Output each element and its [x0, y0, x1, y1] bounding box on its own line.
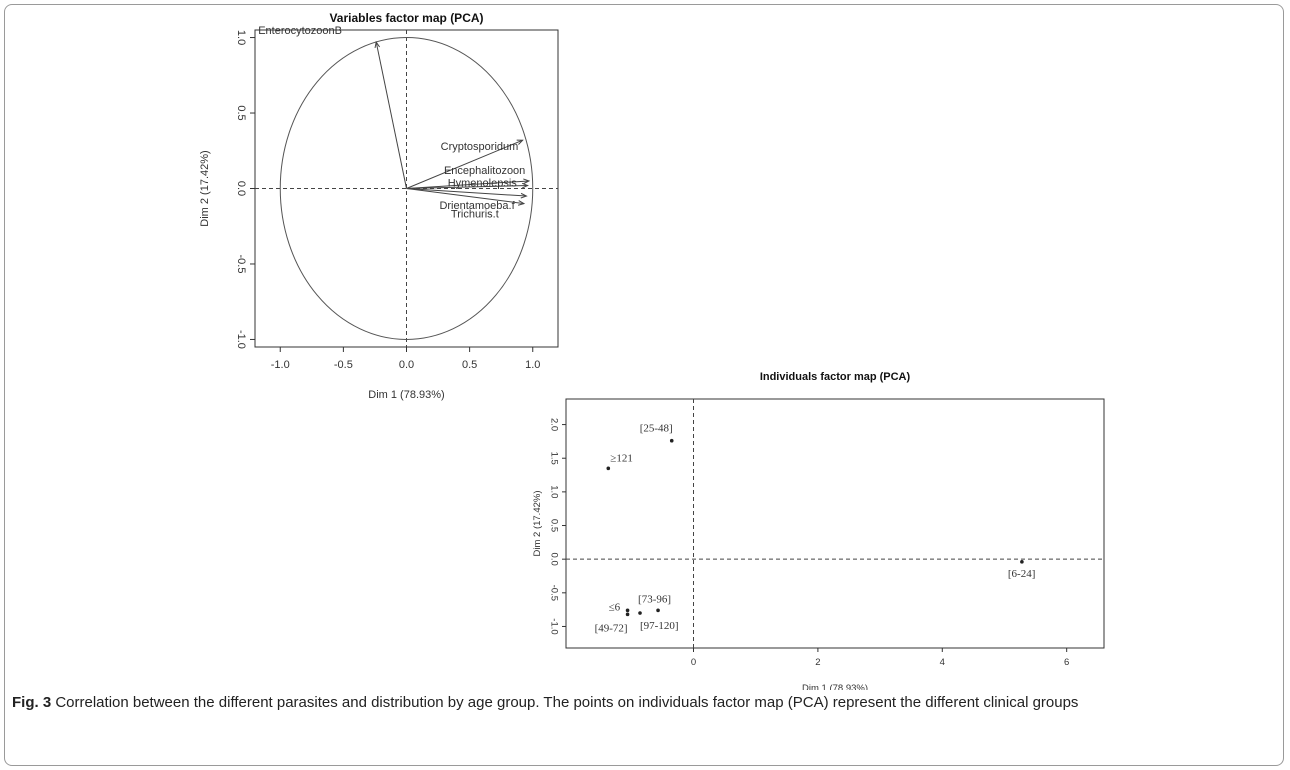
variable-arrowhead: [516, 139, 524, 145]
variable-arrowhead: [521, 182, 529, 189]
y-axis-label: Dim 2 (17.42%): [199, 150, 211, 226]
variable-arrowhead: [374, 40, 381, 49]
correlation-circle: [279, 37, 534, 340]
variable-arrow: [406, 184, 528, 189]
individual-point: [625, 612, 630, 617]
caption-label: Fig. 3: [12, 694, 52, 711]
individual-label: ≥121: [610, 452, 633, 464]
y-axis-label: Dim 2 (17.42%): [532, 491, 543, 557]
y-tick-label: 2.0: [548, 418, 559, 431]
x-tick-label: 1.0: [525, 359, 540, 371]
individuals-factor-map: Individuals factor map (PCA) 0 2 4 6 -1.0 -0.5…: [532, 371, 1105, 690]
variable-arrow: [406, 180, 529, 189]
individual-point: [669, 438, 674, 443]
y-tick-label: 1.0: [235, 30, 247, 45]
y-tick-label: 1.0: [548, 485, 559, 498]
variable-arrow: [406, 188, 524, 205]
y-tick-label: 0.0: [235, 181, 247, 196]
y-tick-label: -0.5: [235, 254, 247, 273]
y-tick-label: 1.5: [548, 452, 559, 465]
variable-label: Hymenolepsis: [448, 177, 518, 189]
y-tick-label: 0.5: [235, 105, 247, 120]
individual-label: [49-72]: [595, 622, 628, 634]
x-tick-label: -0.5: [334, 359, 353, 371]
x-tick-label: 6: [1064, 657, 1069, 668]
individual-label: ≤6: [609, 601, 621, 613]
variable-label: EnterocytozoonB: [258, 25, 342, 37]
individual-label: [25-48]: [640, 423, 673, 435]
chart-title: Variables factor map (PCA): [329, 11, 483, 25]
individual-label: [73-96]: [638, 593, 671, 605]
variable-arrow: [375, 41, 407, 189]
x-tick-label: 4: [940, 657, 945, 668]
x-tick-label: -1.0: [271, 359, 290, 371]
individual-point: [656, 608, 660, 613]
variable-arrowhead: [523, 178, 531, 185]
variables-factor-map: Variables factor map (PCA) -1.0 -0.5 0.0 0.5…: [199, 11, 559, 401]
y-tick-label: 0.0: [548, 553, 559, 566]
variable-label: Trichuris.t: [451, 209, 499, 221]
individual-point: [638, 611, 642, 615]
y-tick-label: -1.0: [548, 618, 559, 634]
individual-label: [6-24]: [1008, 568, 1036, 580]
y-tick-label: -0.5: [548, 585, 559, 601]
variable-arrowhead: [517, 200, 526, 206]
individual-point: [1020, 560, 1024, 564]
chart-title: Individuals factor map (PCA): [760, 371, 911, 383]
y-tick-label: 0.5: [548, 519, 559, 532]
figure-frame: [4, 4, 1284, 766]
x-tick-label: 0.5: [462, 359, 477, 371]
individual-point: [625, 608, 630, 613]
x-tick-label: 2: [815, 657, 820, 668]
x-tick-label: 0: [691, 657, 696, 668]
individual-point: [606, 466, 611, 471]
caption-text: Correlation between the different parasi…: [51, 694, 1079, 711]
x-axis-label: Dim 1 (78.93%): [802, 683, 868, 690]
figure-plots: Variables factor map (PCA) -1.0 -0.5 0.0 0.5…: [199, 11, 1105, 690]
variable-label: Drientamoeba.f: [439, 200, 515, 212]
x-tick-label: 0.0: [399, 359, 414, 371]
variable-arrowhead: [520, 192, 528, 199]
x-axis-label: Dim 1 (78.93%): [368, 389, 444, 401]
variable-arrow: [406, 139, 523, 189]
variable-label: Cryptosporidum: [441, 141, 519, 153]
variable-label: Encephalitozoon: [444, 165, 525, 177]
y-tick-label: -1.0: [235, 330, 247, 349]
figure-caption: Fig. 3 Correlation between the different…: [12, 691, 1274, 714]
plot-box: [565, 398, 1105, 649]
variable-arrow: [406, 188, 527, 197]
individual-label: [97-120]: [640, 620, 679, 632]
